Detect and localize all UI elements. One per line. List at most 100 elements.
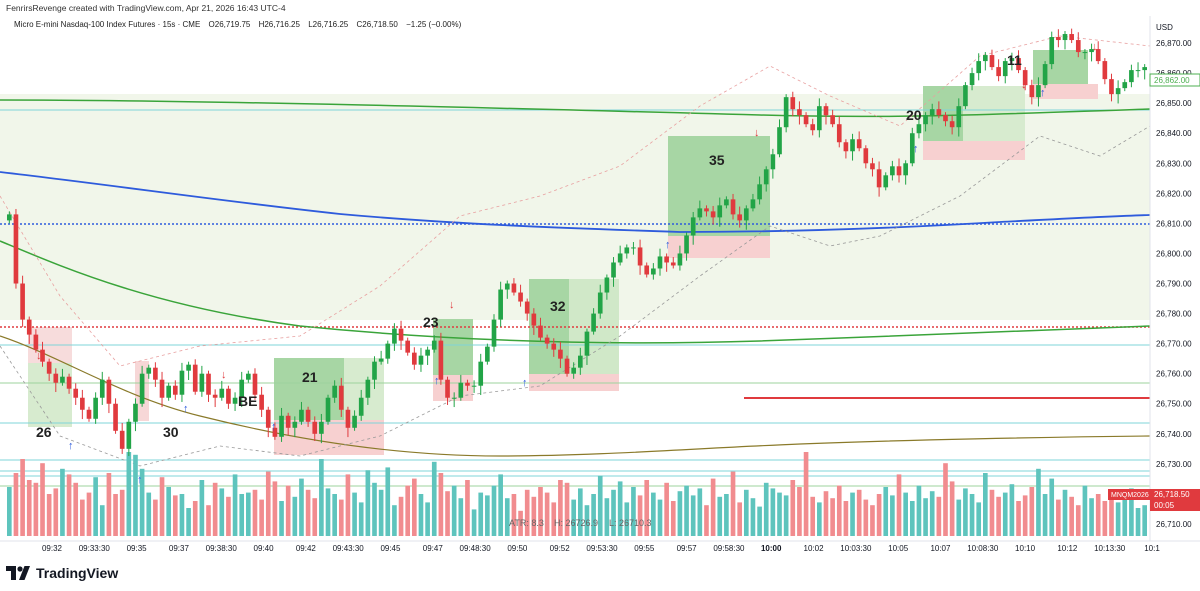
volume-bar — [690, 495, 696, 536]
candle-body — [86, 409, 92, 419]
candle-body — [916, 124, 922, 134]
sell-arrow-icon: ↓ — [754, 127, 760, 139]
volume-bar — [597, 475, 603, 536]
volume-bar — [1016, 501, 1021, 536]
candle-body — [737, 214, 742, 221]
candle-body — [166, 385, 171, 398]
volume-bar — [53, 488, 59, 536]
volume-bar — [1022, 495, 1028, 536]
zone-loss — [274, 420, 384, 455]
candle-body — [292, 421, 298, 428]
time-tick-label: 10:12 — [1057, 544, 1078, 553]
time-tick-label: 09:32 — [42, 544, 63, 553]
time-tick-label: 10:03:30 — [840, 544, 872, 553]
volume-bar — [252, 489, 258, 536]
price-chart[interactable]: 26 30 BE 21 23 32 35 20 11 ↓ ↑ ↑ ↑ ↓ ↑ ↑… — [0, 16, 1200, 591]
volume-bar — [750, 498, 756, 536]
volume-bar — [823, 491, 829, 536]
candle-body — [631, 247, 636, 249]
candle-body — [431, 340, 437, 350]
candle-body — [259, 394, 264, 410]
candle-body — [133, 403, 138, 422]
volume-bar — [916, 485, 922, 536]
volume-bar — [896, 474, 902, 536]
candle-body — [146, 367, 152, 374]
candle-body — [504, 283, 510, 290]
time-tick-label: 09:40 — [254, 544, 275, 553]
candle-body — [1122, 82, 1128, 89]
sell-arrow-icon: ↓ — [1021, 79, 1027, 91]
tradingview-brand[interactable]: TradingView — [6, 565, 118, 581]
price-tick-label: 26,750.00 — [1156, 400, 1192, 409]
volume-bar — [564, 482, 570, 536]
candle-body — [690, 217, 696, 236]
volume-bar — [843, 501, 849, 536]
volume-bar — [704, 505, 709, 536]
volume-bar — [66, 474, 72, 536]
volume-bar — [710, 478, 716, 536]
volume-bars — [6, 452, 1148, 536]
sell-arrow-icon: ↓ — [449, 299, 455, 311]
volume-bar — [153, 499, 158, 536]
candle-body — [1022, 70, 1028, 86]
time-tick-label: 09:53:30 — [586, 544, 618, 553]
candle-body — [684, 235, 689, 254]
volume-bar — [338, 499, 344, 536]
candle-body — [524, 301, 530, 314]
zone-profit — [668, 136, 770, 236]
candle-body — [458, 382, 464, 398]
reference-lines — [0, 109, 1150, 487]
candle-body — [783, 97, 789, 128]
volume-bar — [465, 480, 470, 536]
candle-body — [969, 73, 975, 86]
buy-arrow-icon: ↑ — [522, 377, 528, 389]
ohlc-change: −1.25 (−0.00%) — [406, 20, 462, 29]
candle-body — [153, 367, 158, 380]
volume-bar — [292, 496, 298, 536]
volume-bar — [166, 487, 171, 536]
atr-high: H: 26726.9 — [554, 518, 598, 528]
volume-bar — [611, 489, 616, 536]
volume-bar — [279, 501, 284, 536]
brand-name: TradingView — [36, 565, 119, 581]
candle-body — [810, 124, 816, 131]
volume-bar — [777, 492, 782, 536]
volume-bar — [743, 489, 749, 536]
volume-bar — [485, 495, 490, 536]
candle-body — [876, 169, 882, 188]
volume-bar — [810, 496, 816, 536]
candle-body — [305, 409, 311, 422]
volume-bar — [478, 492, 484, 536]
volume-bar — [903, 492, 908, 536]
candle-body — [1062, 34, 1068, 41]
volume-bar — [524, 489, 530, 536]
volume-bar — [352, 492, 357, 536]
candle-body — [232, 397, 238, 404]
candle-body — [817, 106, 822, 131]
volume-bar — [232, 474, 238, 536]
candle-body — [1135, 70, 1141, 72]
volume-bar — [186, 508, 191, 536]
symbol-info: Micro E-mini Nasdaq-100 Index Futures · … — [14, 20, 467, 29]
candle-body — [478, 361, 484, 386]
volume-bar — [697, 488, 703, 536]
trade-label: 32 — [550, 298, 566, 314]
candle-body — [438, 340, 444, 380]
volume-bar — [664, 482, 669, 536]
candle-body — [40, 349, 45, 362]
volume-bar — [651, 492, 656, 536]
zone-profit — [344, 358, 384, 420]
time-axis[interactable]: 09:32 09:33:30 09:35 09:37 09:38:30 09:40 09:4… — [0, 540, 1200, 553]
candle-body — [272, 427, 278, 437]
volume-bar — [604, 498, 610, 536]
volume-bar — [246, 492, 251, 536]
volume-bar — [325, 488, 331, 536]
volume-bar — [538, 487, 543, 536]
candle-body — [724, 199, 729, 206]
ma-green-upper — [0, 99, 1151, 118]
candle-body — [657, 256, 663, 269]
volume-bar — [33, 482, 39, 536]
candle-body — [73, 388, 79, 398]
volume-bar — [763, 482, 769, 536]
price-axis[interactable]: USD 26,870.0026,860.0026,850.0026,840.00… — [1108, 16, 1200, 541]
